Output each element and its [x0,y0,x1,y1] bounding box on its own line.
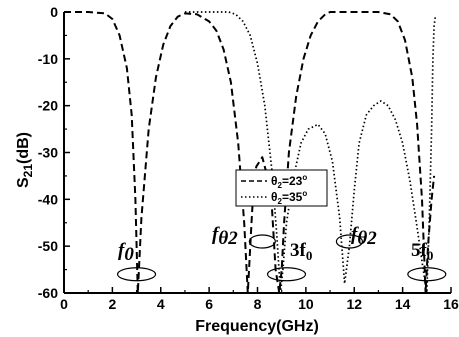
x-tick-label: 6 [205,296,213,312]
annotation-label-f0: f0 [118,240,134,265]
annotation-label-5f0: 5f0 [411,240,433,263]
y-axis-title-sub: 21 [21,164,35,178]
annotation-label-ftheta2-second: fθ2 [351,224,377,249]
x-tick-label: 10 [298,296,314,312]
x-axis-title: Frequency(GHz) [195,318,319,335]
y-tick-label: -20 [38,98,58,114]
x-tick-label: 2 [108,296,116,312]
annotation-label-3f0: 3f0 [290,240,312,263]
y-tick-label: -40 [38,191,58,207]
x-tick-label: 0 [60,296,68,312]
y-tick-label: -30 [38,145,58,161]
x-tick-label: 16 [443,296,459,312]
y-tick-label: -10 [38,51,58,67]
annotation-ellipse-2 [249,235,275,248]
legend: θ2=23o θ2=35o [236,170,327,206]
y-tick-label: 0 [50,4,58,20]
y-axis-title-rest: (dB) [15,132,32,164]
annotation-ellipse-3 [268,268,306,281]
y-tick-label: -50 [38,238,58,254]
annotation-label-ftheta2-first: fθ2 [212,224,238,249]
x-tick-label: 4 [157,296,165,312]
y-axis-title: S21(dB) [15,132,35,188]
legend-label-series-1: θ2=23o [271,173,307,190]
x-tick-label: 8 [254,296,262,312]
y-tick-label: -60 [38,285,58,301]
legend-label-series-2: θ2=35o [271,189,307,206]
x-tick-label: 14 [395,296,411,312]
x-tick-label: 12 [346,296,362,312]
y-axis-title-base: S [15,177,32,188]
